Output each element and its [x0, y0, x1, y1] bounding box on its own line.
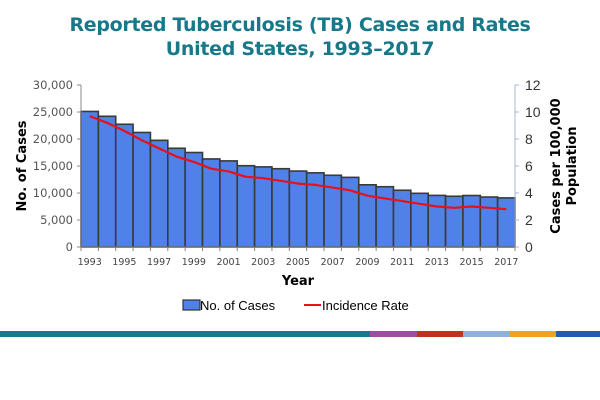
footer-stripe-segment — [556, 331, 600, 337]
y2-tick-label: 6 — [525, 158, 533, 174]
chart-title-line1: Reported Tuberculosis (TB) Cases and Rat… — [69, 14, 531, 36]
bar-2011 — [392, 189, 412, 248]
y-tick-label: 15,000 — [33, 159, 73, 173]
bar-2014 — [444, 195, 464, 248]
x-tick-label: 1999 — [182, 257, 206, 268]
footer-stripe-segment — [463, 331, 510, 337]
y2-tick-label: 2 — [525, 212, 533, 228]
x-tick-label: 2015 — [460, 257, 484, 268]
x-tick-label: 1993 — [78, 257, 102, 268]
x-tick-label: 2003 — [251, 257, 275, 268]
footer-stripe-segment — [510, 331, 556, 337]
bar-1995 — [114, 123, 134, 248]
bar-1993 — [80, 110, 100, 248]
chart-title-line2: United States, 1993–2017 — [165, 38, 435, 60]
y-axis-label: No. of Cases — [15, 120, 30, 211]
legend-label-cases: No. of Cases — [200, 298, 276, 313]
bar-1994 — [97, 115, 117, 248]
bar-1996 — [132, 131, 152, 248]
x-tick-label: 1995 — [112, 257, 136, 268]
bar-2010 — [375, 185, 395, 248]
bar-2000 — [201, 158, 221, 248]
x-tick-label: 2017 — [494, 257, 518, 268]
bar-1998 — [167, 147, 186, 248]
y2-tick-label: 0 — [525, 239, 533, 255]
footer-stripe-segment — [417, 331, 463, 337]
y2-axis-label-line2: Population — [565, 126, 580, 205]
x-tick-label: 2013 — [425, 257, 449, 268]
y-tick-label: 30,000 — [33, 78, 73, 92]
bar-1997 — [149, 139, 169, 248]
y2-tick-label: 4 — [525, 185, 533, 201]
bar-2008 — [340, 176, 360, 248]
legend: No. of Cases Incidence Rate — [182, 298, 409, 313]
y2-tick-label: 12 — [525, 77, 541, 93]
legend-label-rate: Incidence Rate — [322, 298, 409, 313]
footer-stripe-segment — [370, 331, 417, 337]
y-tick-label: 5,000 — [40, 213, 73, 227]
bar-2013 — [427, 194, 447, 248]
x-axis-label: Year — [281, 274, 315, 289]
x-tick-label: 2007 — [321, 257, 345, 268]
x-tick-label: 1997 — [147, 257, 171, 268]
y2-tick-label: 10 — [525, 104, 541, 120]
x-tick-label: 2005 — [286, 257, 310, 268]
y-tick-label: 25,000 — [33, 105, 73, 119]
bar-2015 — [462, 194, 482, 248]
y2-axis-label-line1: Cases per 100,000 — [549, 98, 564, 233]
bar-1999 — [184, 151, 204, 248]
y2-tick-label: 8 — [525, 131, 533, 147]
x-tick-label: 2001 — [216, 257, 240, 268]
x-tick-label: 2009 — [355, 257, 379, 268]
incidence-rate-line — [89, 115, 507, 211]
bar-2016 — [479, 196, 499, 248]
footer-stripe-segment — [0, 331, 370, 337]
x-tick-label: 2011 — [390, 257, 414, 268]
y-tick-label: 20,000 — [33, 132, 73, 146]
legend-swatch-cases — [182, 299, 201, 311]
y-tick-label: 0 — [66, 240, 73, 254]
bar-2017 — [496, 197, 516, 248]
bar-2012 — [410, 192, 429, 248]
y-tick-label: 10,000 — [33, 186, 73, 200]
